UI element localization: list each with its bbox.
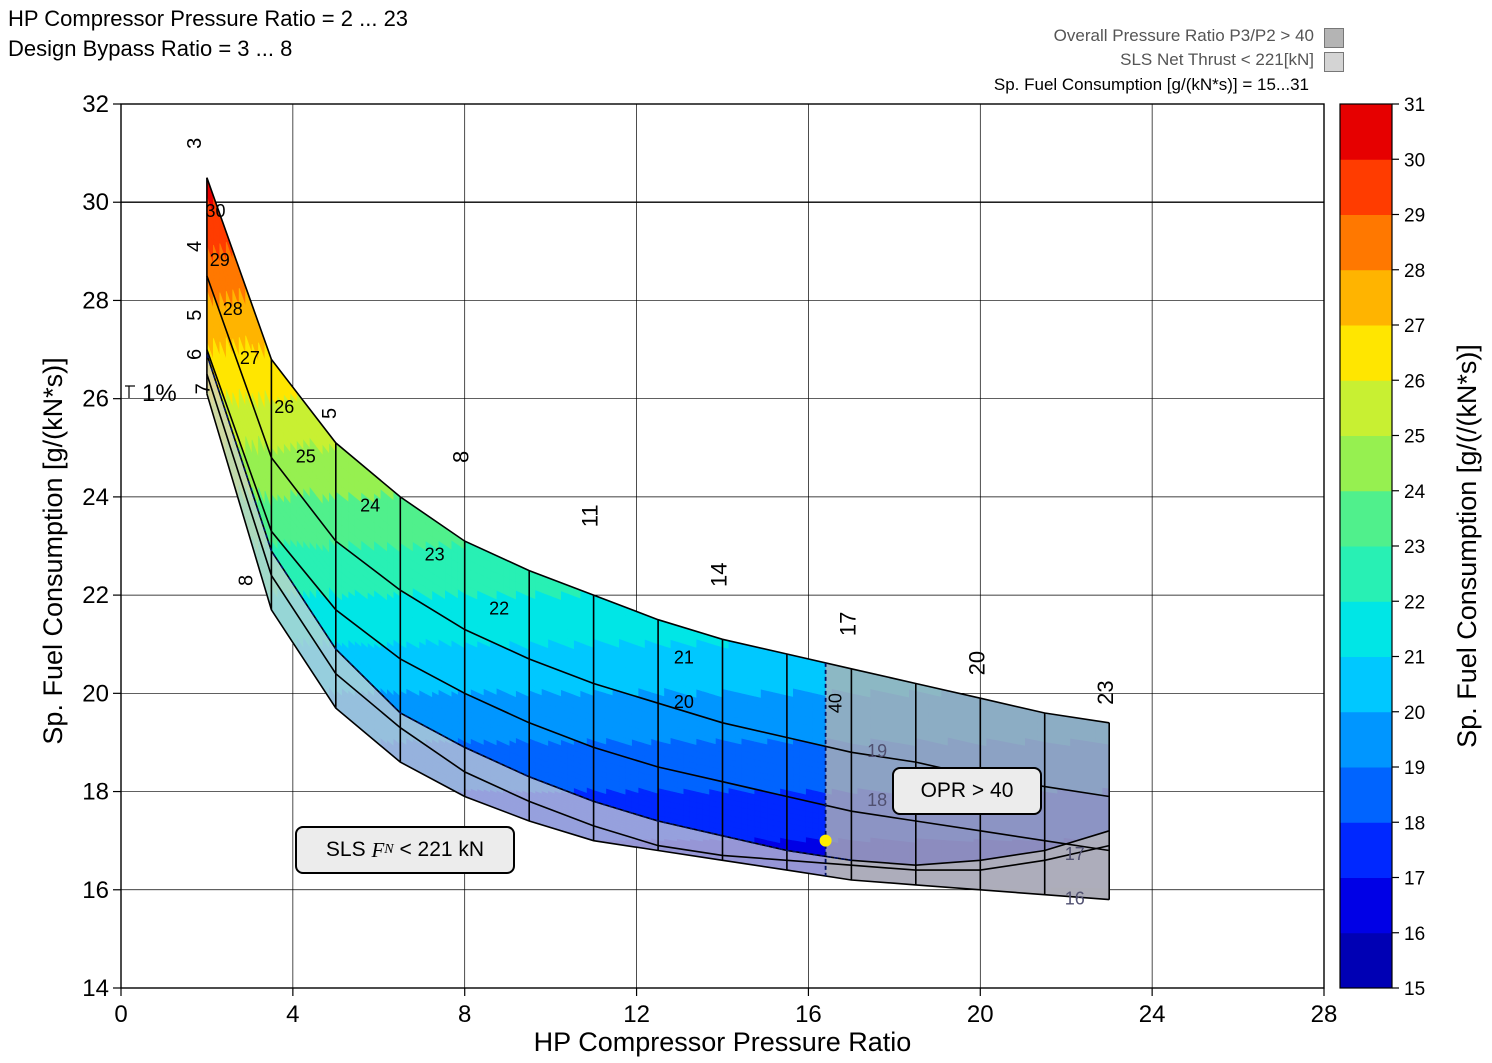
legend-sfc-label: Sp. Fuel Consumption [g/(kN*s)] = 15...3… xyxy=(993,75,1309,94)
legend-opr-label: Overall Pressure Ratio P3/P2 > 40 xyxy=(1053,26,1314,45)
header-line-1: HP Compressor Pressure Ratio = 2 ... 23 xyxy=(8,6,409,31)
legend-thrust-swatch xyxy=(1324,52,1344,72)
legend-thrust-label: SLS Net Thrust < 221[kN] xyxy=(1120,50,1314,69)
legend-opr-swatch xyxy=(1324,28,1344,48)
header-line-2: Design Bypass Ratio = 3 ... 8 xyxy=(8,36,293,61)
